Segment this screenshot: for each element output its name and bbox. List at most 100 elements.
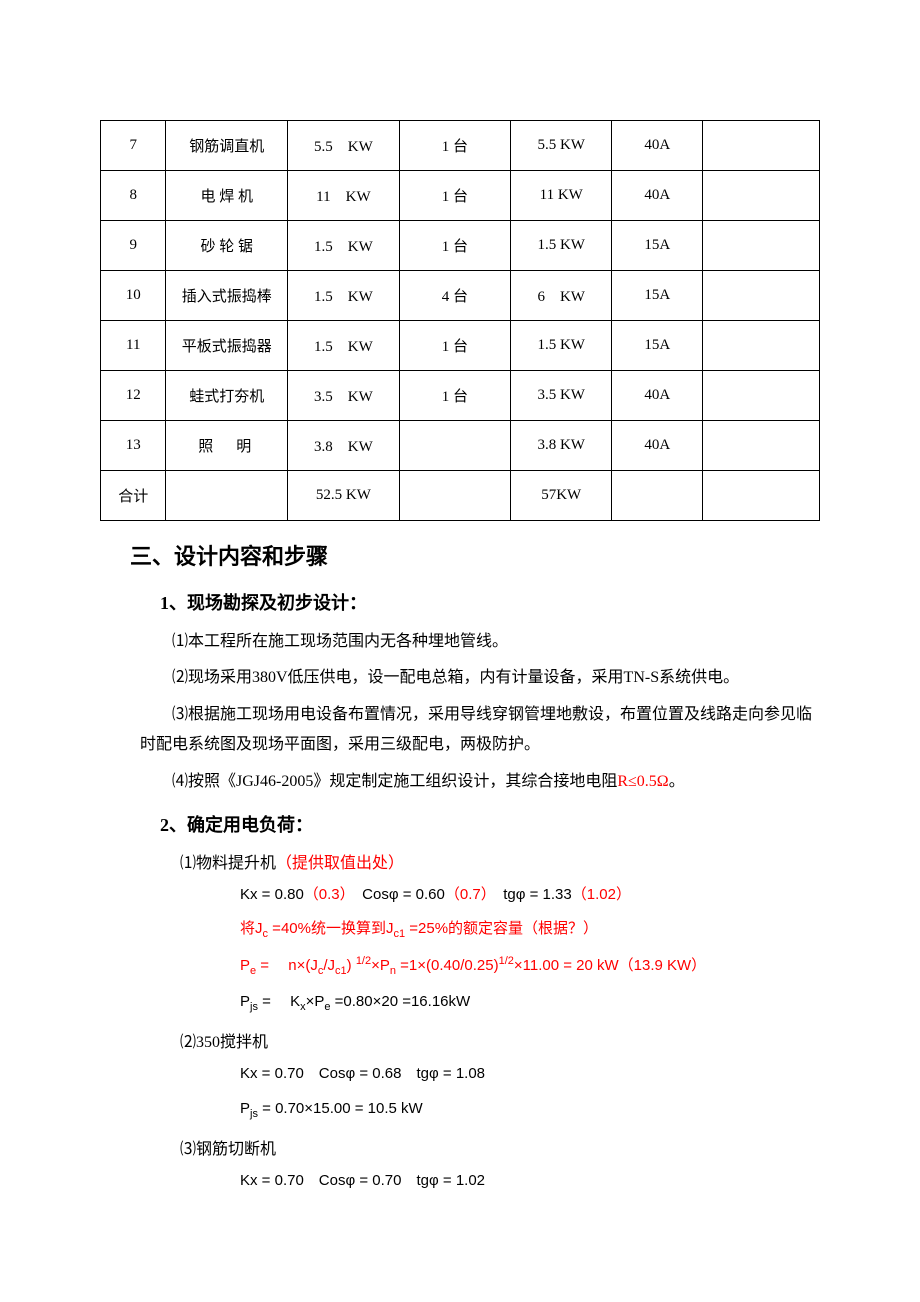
calc-line: Kx = 0.70 Cosφ = 0.70 tgφ = 1.02 (240, 1167, 820, 1196)
cell-note (703, 321, 820, 371)
subscript: js (250, 1001, 258, 1013)
text: ⑴物料提升机 (180, 855, 276, 872)
section-title: 三、设计内容和步骤 (130, 539, 820, 571)
cell-amp: 40A (612, 121, 703, 171)
cell-unit-power: 1.5 KW (288, 321, 399, 371)
calc-line: Pjs = Kx×Pe =0.80×20 =16.16kW (240, 988, 820, 1018)
table-row: 11 平板式振捣器 1.5 KW 1 台 1.5 KW 15A (101, 321, 820, 371)
text: ×P (371, 957, 390, 974)
cell-unit-power: 3.5 KW (288, 371, 399, 421)
cell-empty (612, 471, 703, 521)
cell-unit-power: 5.5 KW (288, 121, 399, 171)
text: tgφ = 1.33 (488, 886, 572, 903)
cell-amp: 40A (612, 421, 703, 471)
cell-note (703, 371, 820, 421)
calc-line: Pjs = 0.70×15.00 = 10.5 kW (240, 1095, 820, 1125)
cell-name: 蛙式打夯机 (166, 371, 288, 421)
cell-total-power: 3.8 KW (511, 421, 612, 471)
cell-name: 照 明 (166, 421, 288, 471)
text: P (240, 1100, 250, 1117)
text: = n×(J (256, 957, 318, 974)
cell-name: 钢筋调直机 (166, 121, 288, 171)
cell-note (703, 121, 820, 171)
text-red: R≤0.5Ω (617, 773, 668, 790)
superscript: 1/2 (356, 955, 371, 967)
table-row: 8 电 焊 机 11 KW 1 台 11 KW 40A (101, 171, 820, 221)
subsection-1-title: 1、现场勘探及初步设计： (160, 589, 820, 615)
cell-note (703, 421, 820, 471)
cell-qty (399, 421, 510, 471)
calc-item-heading: ⑶钢筋切断机 (180, 1135, 820, 1159)
cell-total-power: 5.5 KW (511, 121, 612, 171)
cell-qty: 1 台 (399, 321, 510, 371)
cell-empty (166, 471, 288, 521)
paragraph: ⑷按照《JGJ46-2005》规定制定施工组织设计，其综合接地电阻R≤0.5Ω。 (140, 767, 820, 797)
subscript: c1 (393, 928, 405, 940)
cell-note (703, 221, 820, 271)
page: 7 钢筋调直机 5.5 KW 1 台 5.5 KW 40A 8 电 焊 机 11… (0, 0, 920, 1261)
text: ⑷按照《JGJ46-2005》规定制定施工组织设计，其综合接地电阻 (172, 773, 617, 790)
paragraph: ⑵现场采用380V低压供电，设一配电总箱，内有计量设备，采用TN-S系统供电。 (140, 663, 820, 693)
calc-line: Kx = 0.80（0.3） Cosφ = 0.60（0.7） tgφ = 1.… (240, 881, 820, 910)
cell-unit-power: 1.5 KW (288, 221, 399, 271)
cell-qty: 1 台 (399, 171, 510, 221)
cell-idx: 9 (101, 221, 166, 271)
cell-note (703, 271, 820, 321)
cell-idx: 13 (101, 421, 166, 471)
paragraph: ⑶根据施工现场用电设备布置情况，采用导线穿钢管埋地敷设，布置位置及线路走向参见临… (140, 700, 820, 761)
text: Kx = 0.80 (240, 886, 304, 903)
text: =40%统一换算到J (268, 920, 393, 937)
subsection-2-title: 2、确定用电负荷： (160, 811, 820, 837)
text: P (240, 957, 250, 974)
cell-amp: 15A (612, 321, 703, 371)
cell-total-power: 1.5 KW (511, 221, 612, 271)
cell-idx: 11 (101, 321, 166, 371)
cell-qty: 4 台 (399, 271, 510, 321)
cell-empty (399, 471, 510, 521)
subscript: js (250, 1108, 258, 1120)
table-row: 13 照 明 3.8 KW 3.8 KW 40A (101, 421, 820, 471)
cell-total-label: 合计 (101, 471, 166, 521)
cell-total-power: 6 KW (511, 271, 612, 321)
calc-item-heading: ⑴物料提升机（提供取值出处） (180, 849, 820, 873)
text: =25%的额定容量（根据？） (405, 920, 598, 937)
cell-qty: 1 台 (399, 121, 510, 171)
text-red: （提供取值出处） (276, 855, 404, 872)
text-red: （0.3） (304, 886, 347, 903)
subscript: c1 (335, 965, 347, 977)
cell-name: 砂 轮 锯 (166, 221, 288, 271)
cell-name: 平板式振捣器 (166, 321, 288, 371)
text: P (240, 993, 250, 1010)
text-red: （0.7） (445, 886, 488, 903)
cell-idx: 7 (101, 121, 166, 171)
cell-amp: 15A (612, 271, 703, 321)
equipment-table: 7 钢筋调直机 5.5 KW 1 台 5.5 KW 40A 8 电 焊 机 11… (100, 120, 820, 521)
text: 。 (669, 773, 685, 790)
cell-total-power: 57KW (511, 471, 612, 521)
calc-line: Kx = 0.70 Cosφ = 0.68 tgφ = 1.08 (240, 1060, 820, 1089)
cell-unit-power: 11 KW (288, 171, 399, 221)
table-row: 7 钢筋调直机 5.5 KW 1 台 5.5 KW 40A (101, 121, 820, 171)
cell-amp: 40A (612, 171, 703, 221)
cell-amp: 15A (612, 221, 703, 271)
text: ) (347, 957, 356, 974)
cell-note (703, 171, 820, 221)
text: = K (258, 993, 300, 1010)
table-row: 10 插入式振捣棒 1.5 KW 4 台 6 KW 15A (101, 271, 820, 321)
cell-amp: 40A (612, 371, 703, 421)
table-total-row: 合计 52.5 KW 57KW (101, 471, 820, 521)
cell-name: 插入式振捣棒 (166, 271, 288, 321)
superscript: 1/2 (499, 955, 514, 967)
text: =1×(0.40/0.25) (396, 957, 499, 974)
cell-idx: 8 (101, 171, 166, 221)
cell-empty (703, 471, 820, 521)
cell-name-text: 照 明 (198, 439, 255, 455)
calc-line-red: Pe = n×(Jc/Jc1) 1/2×Pn =1×(0.40/0.25)1/2… (240, 951, 820, 982)
text: = 0.70×15.00 = 10.5 kW (258, 1100, 423, 1117)
calc-line-red: 将Jc =40%统一换算到Jc1 =25%的额定容量（根据？） (240, 915, 820, 945)
text-red: （1.02） (572, 886, 631, 903)
text: ⑶根据施工现场用电设备布置情况，采用导线穿钢管埋地敷设，布置位置及线路走向参见临… (140, 706, 812, 753)
text: ×11.00 = 20 kW（13.9 KW） (514, 957, 706, 974)
cell-total-power: 3.5 KW (511, 371, 612, 421)
text: 将J (240, 920, 263, 937)
